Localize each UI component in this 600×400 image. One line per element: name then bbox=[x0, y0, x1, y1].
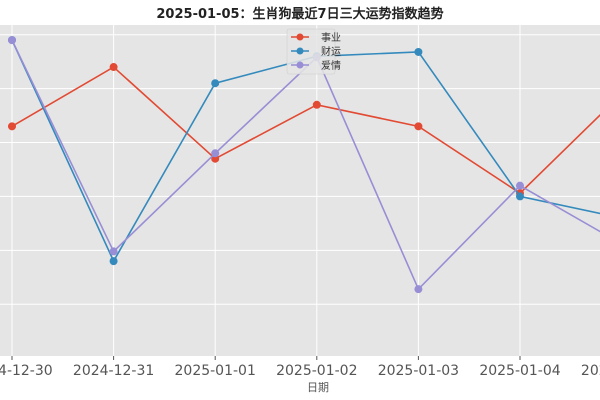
data-point bbox=[312, 100, 321, 109]
data-point bbox=[414, 285, 423, 294]
x-tick-label: 2024-12-30 bbox=[0, 363, 53, 379]
data-point bbox=[516, 181, 524, 190]
x-tick-label: 2025-01-05 bbox=[581, 363, 600, 379]
data-point bbox=[8, 122, 16, 131]
x-tick-label: 2025-01-01 bbox=[175, 363, 256, 379]
data-point bbox=[109, 247, 118, 256]
data-point bbox=[211, 79, 220, 88]
data-point bbox=[414, 122, 423, 131]
data-point bbox=[414, 47, 423, 56]
x-tick-label: 2025-01-02 bbox=[276, 363, 357, 379]
plot-area bbox=[0, 25, 600, 356]
data-point bbox=[516, 192, 524, 201]
data-point bbox=[109, 63, 118, 72]
legend-label: 财运 bbox=[321, 45, 341, 58]
legend-marker bbox=[296, 33, 304, 41]
legend-label: 事业 bbox=[321, 31, 341, 44]
x-tick-label: 2025-01-04 bbox=[479, 363, 560, 379]
data-point bbox=[211, 149, 220, 158]
x-tick-label: 2025-01-03 bbox=[378, 363, 459, 379]
data-point bbox=[8, 36, 16, 45]
legend-marker bbox=[296, 47, 304, 55]
chart-title: 2025-01-05：生肖狗最近7日三大运势指数趋势 bbox=[156, 6, 443, 22]
legend-marker bbox=[296, 61, 304, 69]
x-tick-label: 2024-12-31 bbox=[73, 363, 154, 379]
x-axis-label: 日期 bbox=[307, 381, 329, 394]
legend-label: 爱情 bbox=[321, 59, 341, 72]
data-point bbox=[109, 257, 118, 266]
